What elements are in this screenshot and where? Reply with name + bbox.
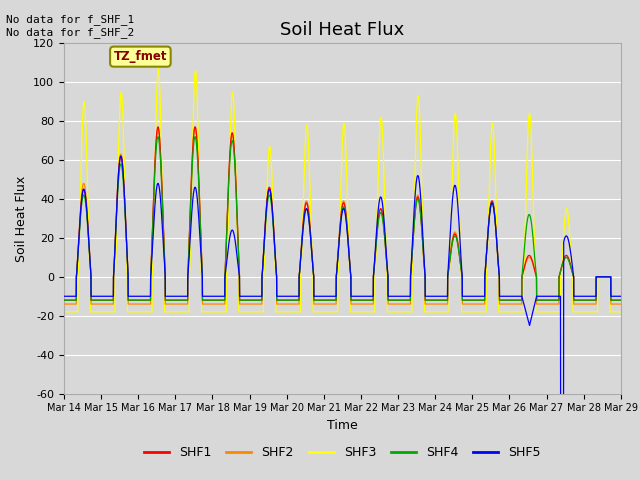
Title: Soil Heat Flux: Soil Heat Flux: [280, 21, 404, 39]
Y-axis label: Soil Heat Flux: Soil Heat Flux: [15, 175, 28, 262]
X-axis label: Time: Time: [327, 419, 358, 432]
Text: No data for f_SHF_1
No data for f_SHF_2: No data for f_SHF_1 No data for f_SHF_2: [6, 14, 134, 38]
Legend: SHF1, SHF2, SHF3, SHF4, SHF5: SHF1, SHF2, SHF3, SHF4, SHF5: [139, 442, 546, 465]
Text: TZ_fmet: TZ_fmet: [114, 50, 167, 63]
